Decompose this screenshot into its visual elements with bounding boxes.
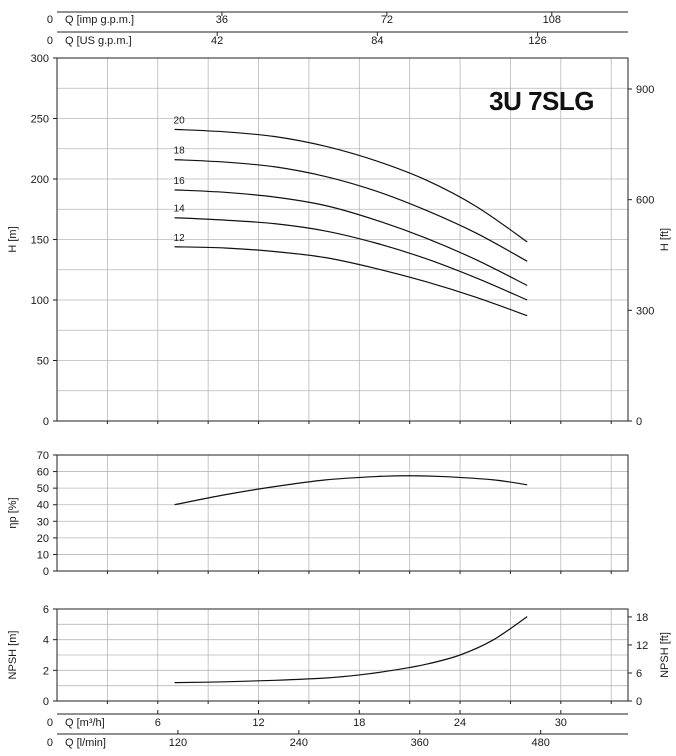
bottom-flow-axes: 0 Q [m³/h] 6 12 18 24 30 0 Q [l/min] 120 240 360 480 [47,710,628,749]
flow-tick-label: 120 [169,737,187,749]
y2-tick-label: 0 [636,696,642,708]
y2-tick-label: 0 [636,416,642,428]
y-tick-label: 50 [37,356,49,368]
y2-tick-label: 6 [636,668,642,680]
flow-tick-label: 6 [155,717,161,729]
flow-tick-label: 360 [411,737,429,749]
y-tick-label: 4 [43,635,49,647]
efficiency-curve [174,475,528,506]
y-tick-label: 100 [31,295,49,307]
curve-stages-20 [174,128,528,243]
curve-label: 12 [174,233,186,244]
curve-stages-16 [174,189,528,287]
y2-tick-label: 900 [636,84,654,96]
flow-tick-label: 30 [555,717,567,729]
y2-tick-label: 18 [636,612,648,624]
y-tick-label: 2 [43,665,49,677]
curve-stages-18 [174,159,528,262]
y-tick-label: 20 [37,533,49,545]
flow-tick-label: 84 [371,35,383,47]
y2-axis-label: NPSH [ft] [659,632,671,678]
y-tick-label: 150 [31,235,49,247]
y-tick-label: 6 [43,604,49,616]
curve-label: 18 [174,146,186,157]
flow-axis-label: Q [m³/h] [65,717,105,729]
flow-tick-label: 240 [290,737,308,749]
flow-tick-label: 12 [252,717,264,729]
curve-stages-12 [174,246,528,317]
y-tick-label: 300 [31,53,49,65]
y-tick-label: 30 [37,516,49,528]
head-chart: 0 50 100 150 200 250 300 H [m] 0 300 600 900 H [ft] 2… [7,53,671,428]
flow-axis-zero: 0 [47,717,53,729]
flow-tick-label: 18 [353,717,365,729]
y-tick-label: 70 [37,450,49,462]
curve-label: 20 [174,115,186,126]
curve-stages-14 [174,217,528,301]
flow-axis-zero: 0 [47,35,53,47]
flow-axis-label: Q [US g.p.m.] [65,35,132,47]
y-axis-label: ηp [%] [7,497,19,528]
npsh-chart: 0 2 4 6 NPSH [m] 0 6 12 18 NPSH [ft] [7,604,671,708]
chart-title: 3U 7SLG [489,86,594,116]
flow-axis-zero: 0 [47,737,53,749]
flow-tick-label: 108 [543,14,561,26]
y-axis-label: NPSH [m] [7,631,19,680]
flow-axis-label: Q [imp g.p.m.] [65,14,134,26]
flow-tick-label: 72 [381,14,393,26]
npsh-curve [174,616,528,684]
curve-label: 16 [174,176,186,187]
y2-tick-label: 12 [636,640,648,652]
y-tick-label: 0 [43,416,49,428]
top-flow-axes: 0 Q [imp g.p.m.] 36 72 108 0 Q [US g.p.m.] 42 84… [47,11,628,47]
flow-tick-label: 42 [211,35,223,47]
plot-frame [56,608,629,702]
flow-tick-label: 24 [454,717,466,729]
flow-tick-label: 36 [216,14,228,26]
y-tick-label: 60 [37,467,49,479]
curve-label: 14 [174,204,186,215]
y2-tick-label: 600 [636,195,654,207]
y-tick-label: 0 [43,696,49,708]
flow-tick-label: 480 [531,737,549,749]
y-tick-label: 40 [37,500,49,512]
plot-frame [56,454,629,572]
efficiency-chart: 0 10 20 30 40 50 60 70 ηp [%] [7,450,629,578]
flow-axis-label: Q [l/min] [65,737,106,749]
y2-axis-label: H [ft] [659,228,671,251]
flow-axis-zero: 0 [47,14,53,26]
y-tick-label: 50 [37,483,49,495]
y-tick-label: 250 [31,114,49,126]
y-axis-label: H [m] [7,226,19,252]
y-tick-label: 0 [43,566,49,578]
flow-tick-label: 126 [528,35,546,47]
y-tick-label: 200 [31,174,49,186]
y2-tick-label: 300 [636,305,654,317]
y-tick-label: 10 [37,549,49,561]
